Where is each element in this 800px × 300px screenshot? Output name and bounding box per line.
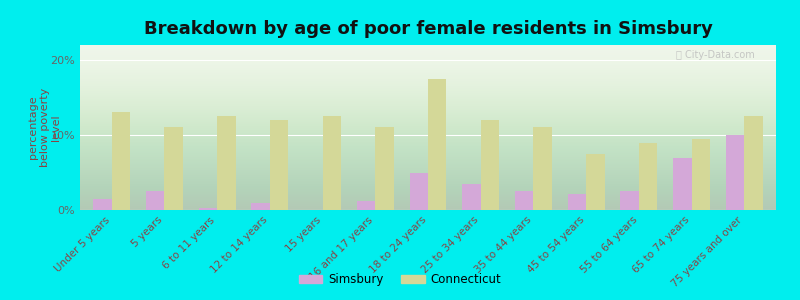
Bar: [639, 142, 658, 210]
Bar: [270, 120, 288, 210]
Bar: [217, 116, 235, 210]
Bar: [726, 135, 744, 210]
Bar: [322, 116, 341, 210]
Bar: [198, 208, 217, 210]
Bar: [375, 128, 394, 210]
Bar: [164, 128, 183, 210]
Bar: [93, 199, 112, 210]
Bar: [515, 191, 534, 210]
Bar: [112, 112, 130, 210]
Bar: [568, 194, 586, 210]
Bar: [357, 201, 375, 210]
Bar: [534, 128, 552, 210]
Bar: [621, 191, 639, 210]
Y-axis label: percentage
below poverty
level: percentage below poverty level: [28, 88, 62, 167]
Bar: [744, 116, 763, 210]
Legend: Simsbury, Connecticut: Simsbury, Connecticut: [294, 269, 506, 291]
Bar: [146, 191, 164, 210]
Bar: [481, 120, 499, 210]
Bar: [692, 139, 710, 210]
Bar: [673, 158, 692, 210]
Bar: [251, 202, 270, 210]
Title: Breakdown by age of poor female residents in Simsbury: Breakdown by age of poor female resident…: [143, 20, 713, 38]
Bar: [586, 154, 605, 210]
Bar: [410, 172, 428, 210]
Bar: [428, 79, 446, 210]
Text: ⓘ City-Data.com: ⓘ City-Data.com: [676, 50, 755, 60]
Bar: [462, 184, 481, 210]
